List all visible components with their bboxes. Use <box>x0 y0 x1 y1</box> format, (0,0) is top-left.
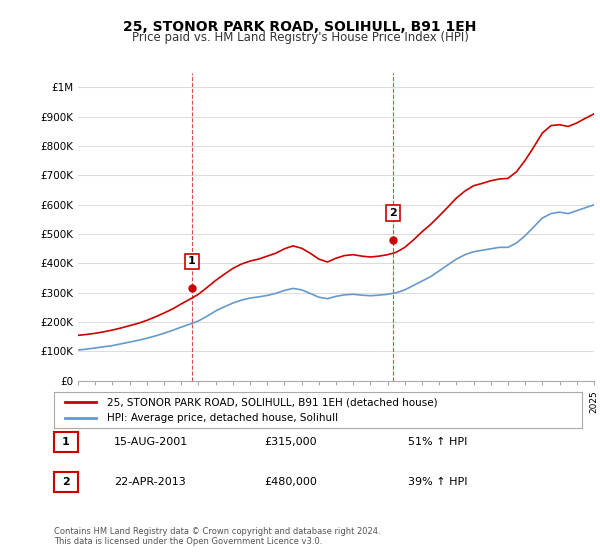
Text: £480,000: £480,000 <box>264 477 317 487</box>
Text: 1: 1 <box>188 256 196 267</box>
Text: 15-AUG-2001: 15-AUG-2001 <box>114 437 188 447</box>
Text: HPI: Average price, detached house, Solihull: HPI: Average price, detached house, Soli… <box>107 413 338 423</box>
Text: 39% ↑ HPI: 39% ↑ HPI <box>408 477 467 487</box>
Text: Contains HM Land Registry data © Crown copyright and database right 2024.
This d: Contains HM Land Registry data © Crown c… <box>54 526 380 546</box>
Text: 51% ↑ HPI: 51% ↑ HPI <box>408 437 467 447</box>
Text: 2: 2 <box>62 477 70 487</box>
Text: 2: 2 <box>389 208 397 218</box>
Text: £315,000: £315,000 <box>264 437 317 447</box>
Text: 22-APR-2013: 22-APR-2013 <box>114 477 186 487</box>
Text: 25, STONOR PARK ROAD, SOLIHULL, B91 1EH (detached house): 25, STONOR PARK ROAD, SOLIHULL, B91 1EH … <box>107 397 437 407</box>
Text: 1: 1 <box>62 437 70 447</box>
Text: 25, STONOR PARK ROAD, SOLIHULL, B91 1EH: 25, STONOR PARK ROAD, SOLIHULL, B91 1EH <box>124 20 476 34</box>
Text: Price paid vs. HM Land Registry's House Price Index (HPI): Price paid vs. HM Land Registry's House … <box>131 31 469 44</box>
